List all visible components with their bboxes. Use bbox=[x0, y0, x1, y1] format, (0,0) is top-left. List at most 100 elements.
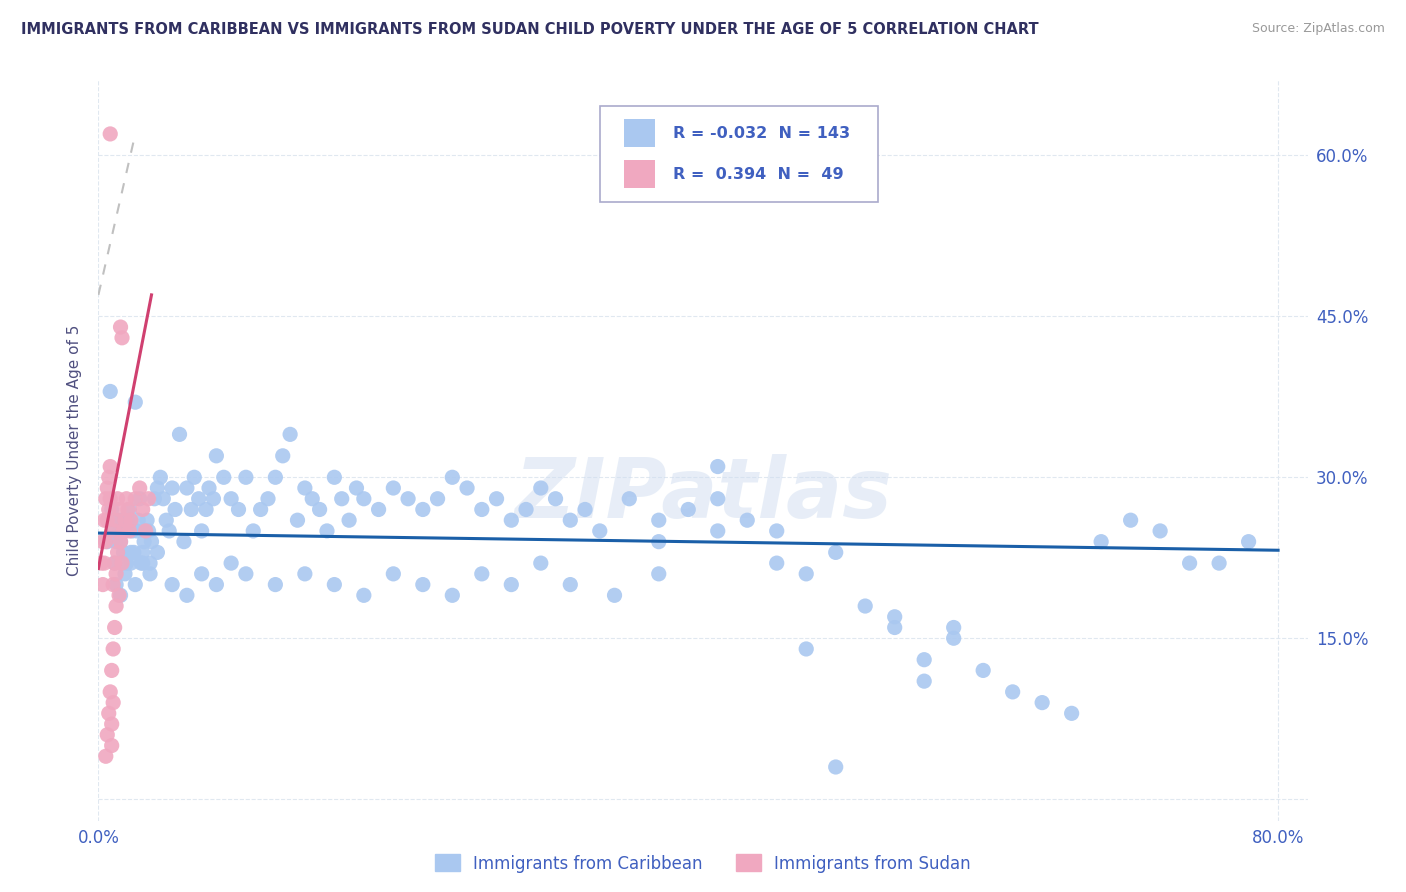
Point bbox=[316, 524, 339, 538]
Point bbox=[111, 513, 134, 527]
Point bbox=[165, 502, 187, 516]
Point bbox=[382, 481, 405, 495]
Point bbox=[98, 491, 121, 506]
Point bbox=[125, 524, 148, 538]
Point bbox=[107, 513, 129, 527]
Point bbox=[176, 481, 198, 495]
Point bbox=[912, 674, 935, 689]
Text: Source: ZipAtlas.com: Source: ZipAtlas.com bbox=[1251, 22, 1385, 36]
Point bbox=[143, 491, 166, 506]
Point bbox=[824, 545, 846, 559]
Point bbox=[180, 502, 202, 516]
Point bbox=[100, 664, 122, 678]
Point bbox=[93, 513, 115, 527]
Point bbox=[129, 556, 152, 570]
Point bbox=[471, 566, 494, 581]
Point bbox=[104, 524, 127, 538]
Point bbox=[120, 513, 142, 527]
Point bbox=[264, 577, 287, 591]
Point bbox=[139, 566, 162, 581]
Point bbox=[619, 491, 641, 506]
Point bbox=[278, 427, 301, 442]
Point bbox=[104, 620, 127, 634]
Point bbox=[972, 664, 994, 678]
Point bbox=[114, 524, 136, 538]
Point bbox=[219, 556, 242, 570]
Point bbox=[287, 513, 309, 527]
Point bbox=[824, 760, 846, 774]
Point bbox=[114, 513, 136, 527]
Point bbox=[190, 524, 212, 538]
Point bbox=[396, 491, 419, 506]
Point bbox=[110, 534, 132, 549]
Point bbox=[308, 502, 330, 516]
Point bbox=[1060, 706, 1083, 721]
Point bbox=[706, 491, 728, 506]
Point bbox=[101, 696, 124, 710]
Point bbox=[124, 577, 146, 591]
Point bbox=[249, 502, 271, 516]
Point bbox=[412, 502, 434, 516]
Point bbox=[337, 513, 360, 527]
Point bbox=[794, 566, 817, 581]
Point bbox=[501, 577, 523, 591]
Point bbox=[101, 642, 124, 657]
Point bbox=[173, 534, 195, 549]
Point bbox=[471, 502, 494, 516]
Point bbox=[678, 502, 700, 516]
Point bbox=[101, 524, 124, 538]
Point bbox=[101, 577, 124, 591]
Point bbox=[1090, 534, 1112, 549]
Point bbox=[127, 513, 149, 527]
Point bbox=[96, 481, 118, 495]
Point bbox=[187, 491, 209, 506]
Point bbox=[136, 513, 159, 527]
Point bbox=[93, 556, 115, 570]
FancyBboxPatch shape bbox=[600, 106, 879, 202]
Point bbox=[100, 502, 122, 516]
FancyBboxPatch shape bbox=[624, 119, 655, 147]
Point bbox=[114, 566, 136, 581]
Point bbox=[560, 577, 582, 591]
Point bbox=[138, 491, 160, 506]
Point bbox=[108, 588, 131, 602]
Point bbox=[100, 739, 122, 753]
Point bbox=[648, 513, 671, 527]
Point bbox=[117, 513, 139, 527]
Point bbox=[112, 524, 135, 538]
FancyBboxPatch shape bbox=[624, 160, 655, 188]
Point bbox=[574, 502, 596, 516]
Point bbox=[205, 577, 228, 591]
Point bbox=[1178, 556, 1201, 570]
Point bbox=[190, 566, 212, 581]
Point bbox=[382, 566, 405, 581]
Point bbox=[515, 502, 537, 516]
Point bbox=[294, 566, 316, 581]
Point bbox=[141, 534, 163, 549]
Point bbox=[560, 513, 582, 527]
Point bbox=[706, 459, 728, 474]
Point bbox=[100, 717, 122, 731]
Point bbox=[131, 556, 153, 570]
Point bbox=[330, 491, 353, 506]
Point bbox=[271, 449, 294, 463]
Point bbox=[485, 491, 508, 506]
Point bbox=[110, 320, 132, 334]
Point bbox=[367, 502, 389, 516]
Point bbox=[96, 728, 118, 742]
Point bbox=[853, 599, 876, 613]
Point bbox=[501, 513, 523, 527]
Point bbox=[90, 556, 112, 570]
Point bbox=[94, 749, 117, 764]
Point bbox=[131, 502, 153, 516]
Point bbox=[104, 556, 127, 570]
Point bbox=[96, 534, 118, 549]
Point bbox=[134, 534, 156, 549]
Point bbox=[219, 491, 242, 506]
Point bbox=[110, 534, 132, 549]
Point bbox=[94, 534, 117, 549]
Point bbox=[107, 491, 129, 506]
Point bbox=[128, 481, 150, 495]
Point bbox=[112, 545, 135, 559]
Point bbox=[98, 384, 121, 399]
